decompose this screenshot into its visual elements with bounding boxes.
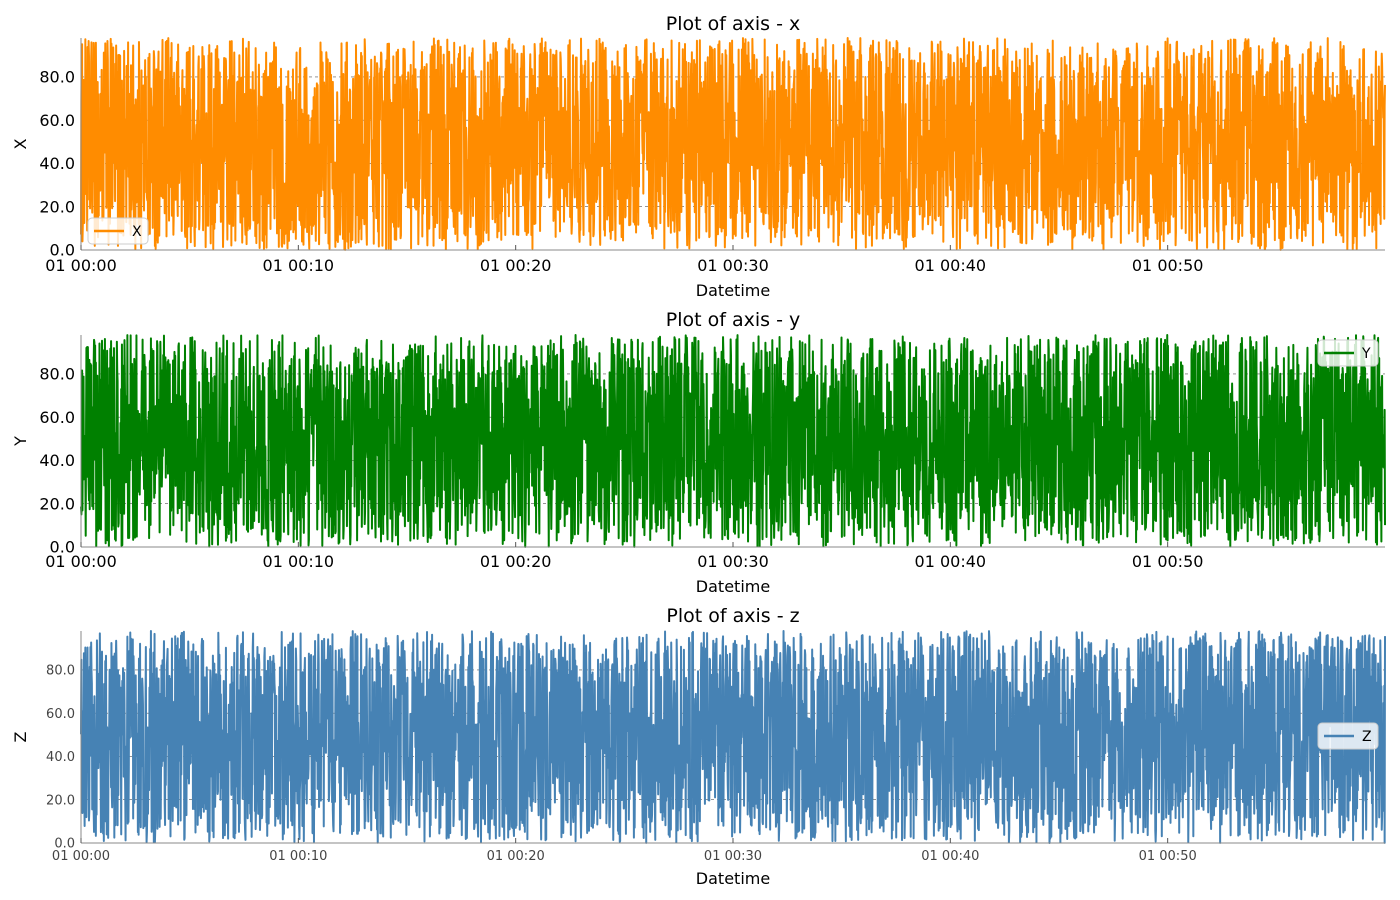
x-tick-label: 01 00:40 [915,256,987,275]
series-line-y [80,334,1386,548]
series-line-z [80,630,1386,844]
x-axis-label: Datetime [696,869,770,888]
x-tick-label: 01 00:00 [52,849,110,864]
y-tick-label: 80.0 [39,365,75,384]
y-tick-label: 40.0 [39,451,75,470]
x-tick-label: 01 00:00 [45,256,117,275]
x-tick-label: 01 00:20 [487,849,545,864]
x-tick-label: 01 00:40 [921,849,979,864]
x-tick-label: 01 00:30 [697,256,769,275]
y-tick-label: 80.0 [39,68,75,87]
y-tick-label: 0.0 [54,837,75,852]
subplot-title: Plot of axis - y [666,309,800,331]
y-tick-label: 0.0 [50,241,75,260]
x-tick-label: 01 00:40 [915,552,987,571]
x-tick-label: 01 00:50 [1132,256,1204,275]
x-tick-label: 01 00:50 [1139,849,1197,864]
y-axis-label: Z [11,731,30,742]
y-tick-label: 60.0 [46,707,75,722]
x-tick-label: 01 00:30 [704,849,762,864]
subplot-3: 0.0 20.0 40.0 60.0 80.0 01 00:00 01 00:10 01 00… [11,605,1386,888]
x-tick-label: 01 00:50 [1132,552,1204,571]
y-tick-label: 0.0 [50,538,75,557]
legend: X [87,217,149,245]
x-axis-label: Datetime [696,281,770,300]
y-axis-label: Y [11,436,30,447]
legend-label: X [132,224,142,240]
y-tick-label: 60.0 [39,111,75,130]
y-tick-label: 20.0 [46,793,75,808]
legend: Z [1317,722,1379,750]
y-tick-label: 60.0 [39,408,75,427]
y-tick-label: 40.0 [39,154,75,173]
subplot-1: 0.0 20.0 40.0 60.0 80.0 01 00:00 01 00:10 01 00… [11,13,1386,300]
y-axis-label: X [11,138,30,149]
y-tick-label: 20.0 [39,197,75,216]
series-line-x [80,37,1386,251]
x-tick-label: 01 00:20 [480,552,552,571]
y-tick-label: 80.0 [46,663,75,678]
x-tick-label: 01 00:30 [697,552,769,571]
legend-label: Z [1362,729,1372,745]
x-tick-label: 01 00:10 [263,256,335,275]
y-tick-label: 40.0 [46,750,75,765]
x-axis-label: Datetime [696,577,770,596]
y-tick-label: 20.0 [39,494,75,513]
legend: Y [1317,339,1379,367]
subplot-title: Plot of axis - z [666,605,799,627]
subplot-2: 0.0 20.0 40.0 60.0 80.0 01 00:00 01 00:10 01 00… [11,309,1386,596]
x-tick-label: 01 00:20 [480,256,552,275]
x-tick-label: 01 00:10 [269,849,327,864]
x-tick-label: 01 00:00 [45,552,117,571]
legend-label: Y [1361,346,1371,362]
subplot-title: Plot of axis - x [666,13,800,35]
x-tick-label: 01 00:10 [263,552,335,571]
